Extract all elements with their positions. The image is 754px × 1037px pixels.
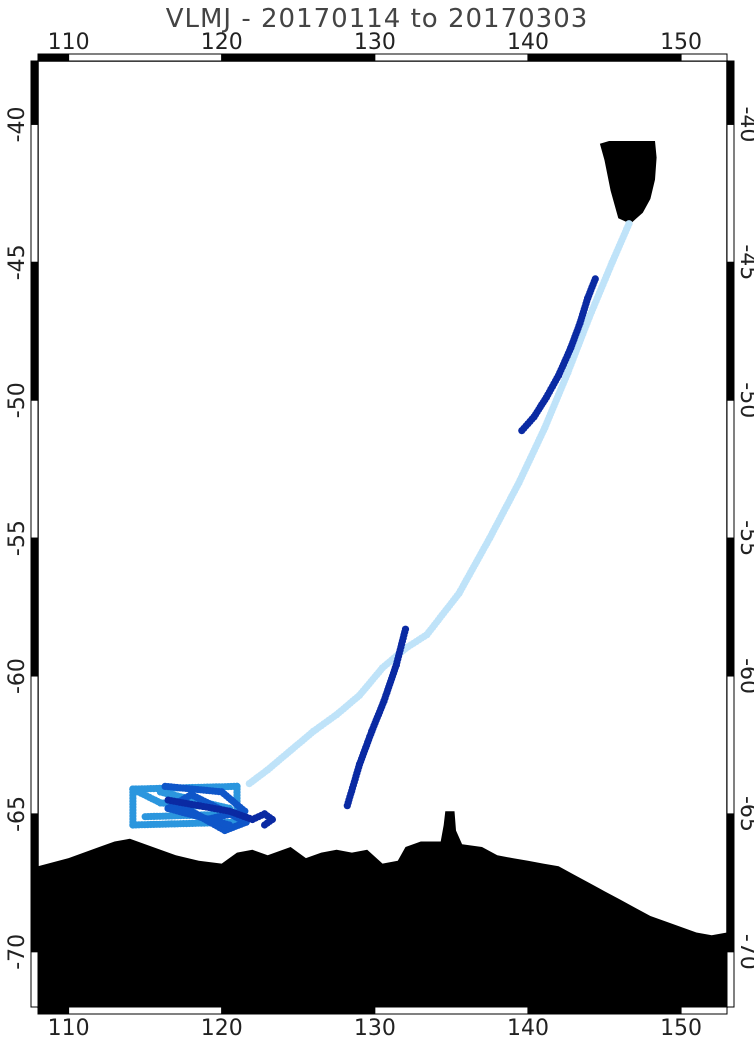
lat-tick-label-left: -45	[5, 244, 30, 280]
frame-band-right	[726, 675, 735, 815]
track-point	[141, 813, 149, 821]
frame-band-left	[30, 60, 39, 125]
map-frame	[30, 53, 735, 1015]
lat-tick-label-left: -50	[5, 382, 30, 418]
frame-band-top	[68, 53, 223, 62]
lat-tick-label-left: -70	[5, 934, 30, 970]
antarctica-land	[38, 811, 727, 1007]
frame-band-right	[726, 537, 735, 677]
lon-tick-label-top: 140	[507, 30, 549, 55]
lat-tick-label-left: -55	[5, 520, 30, 556]
frame-band-right	[726, 123, 735, 263]
frame-band-left	[30, 537, 39, 677]
lon-tick-label-bottom: 120	[201, 1016, 243, 1037]
lon-tick-label-top: 150	[660, 30, 702, 55]
frame-band-bottom	[680, 1006, 728, 1015]
track-point	[245, 780, 253, 788]
frame-band-right	[726, 60, 735, 125]
frame-band-top	[680, 53, 728, 62]
lon-tick-label-bottom: 140	[507, 1016, 549, 1037]
frame-band-left	[30, 951, 39, 1008]
lat-tick-label-right: -70	[735, 934, 754, 970]
frame-band-top	[527, 53, 682, 62]
frame-band-left	[30, 675, 39, 815]
axis-ticks: 110 110 120 120 130 130 140 140 150 150 -40 -40 -45 -…	[5, 30, 754, 1037]
frame-band-left	[30, 123, 39, 263]
frame-band-left	[30, 813, 39, 953]
track-segment-0	[245, 220, 633, 788]
lon-tick-label-bottom: 110	[48, 1016, 90, 1037]
lon-tick-label-bottom: 130	[354, 1016, 396, 1037]
lat-tick-label-right: -45	[735, 244, 754, 280]
frame-band-right	[726, 813, 735, 953]
frame-band-bottom	[221, 1006, 376, 1015]
tasmania-land	[599, 141, 657, 224]
frame-band-top	[37, 53, 70, 62]
frame-band-top	[221, 53, 376, 62]
frame-band-top	[374, 53, 529, 62]
track-segment-4	[343, 625, 410, 810]
ship-track-layer	[129, 220, 633, 835]
track-point	[225, 821, 233, 829]
track-point	[401, 625, 410, 633]
frame-band-right	[726, 261, 735, 401]
track-point	[591, 275, 599, 283]
lon-tick-label-bottom: 150	[660, 1016, 702, 1037]
frame-band-bottom	[37, 1006, 70, 1015]
frame-band-left	[30, 399, 39, 539]
lon-tick-label-top: 120	[201, 30, 243, 55]
lat-tick-label-right: -65	[735, 796, 754, 832]
lat-tick-label-right: -50	[735, 382, 754, 418]
lat-tick-label-left: -65	[5, 796, 30, 832]
frame-band-right	[726, 399, 735, 539]
land-layer	[38, 141, 727, 1007]
frame-band-bottom	[527, 1006, 682, 1015]
lat-tick-label-right: -60	[735, 658, 754, 694]
frame-band-right	[726, 951, 735, 1008]
lat-tick-label-left: -60	[5, 658, 30, 694]
track-segment-2	[161, 782, 250, 835]
frame-band-left	[30, 261, 39, 401]
track-point	[261, 821, 269, 829]
frame-band-bottom	[68, 1006, 223, 1015]
frame-band-bottom	[374, 1006, 529, 1015]
lat-tick-label-left: -40	[5, 106, 30, 142]
track-segment-3	[164, 796, 276, 829]
map-title: VLMJ - 20170114 to 20170303	[165, 4, 589, 34]
lat-tick-label-right: -40	[735, 106, 754, 142]
lat-tick-label-right: -55	[735, 520, 754, 556]
lon-tick-label-top: 130	[354, 30, 396, 55]
lon-tick-label-top: 110	[48, 30, 90, 55]
track-segment-5	[518, 275, 599, 435]
